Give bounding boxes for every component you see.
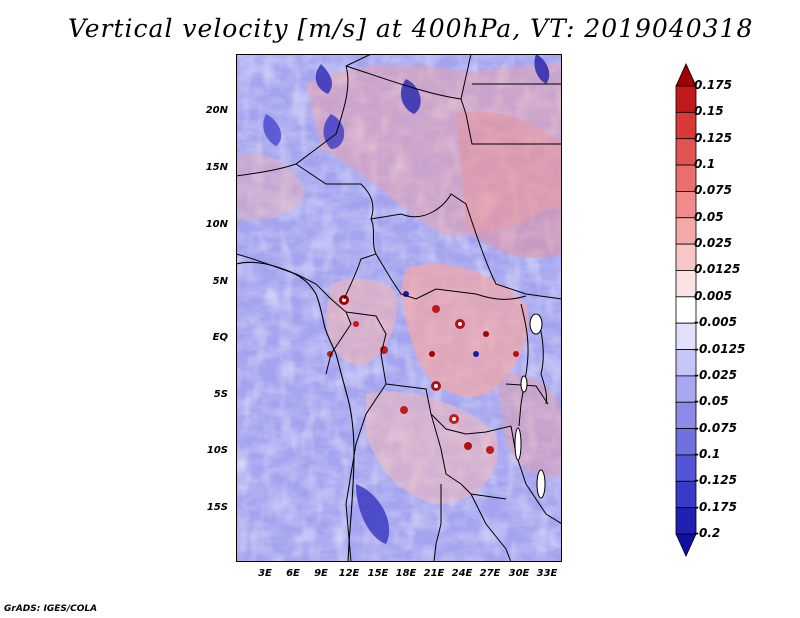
lat-label-eq: EQ	[212, 332, 228, 343]
colorbar-bin	[675, 243, 697, 271]
colorbar-bin	[675, 296, 697, 324]
colorbar-level-label: 0.15	[694, 104, 724, 119]
lon-label-30e: 30E	[508, 568, 530, 579]
colorbar-bin	[675, 85, 697, 113]
negative-streaks	[263, 54, 550, 544]
colorbar-bin	[675, 349, 697, 377]
colorbar-max-triangle	[675, 63, 697, 87]
colorbar-bin	[675, 454, 697, 482]
lon-label-6e: 6E	[286, 568, 300, 579]
lakes	[514, 313, 546, 499]
lon-label-9e: 9E	[314, 568, 328, 579]
lon-label-18e: 18E	[395, 568, 417, 579]
lat-label-10s: 10S	[206, 445, 228, 456]
colorbar-bin	[675, 164, 697, 192]
colorbar-level-label: 0.0125	[694, 262, 741, 277]
colorbar-level-label: 0.075	[694, 183, 732, 198]
lat-label-20n: 20N	[205, 105, 228, 116]
colorbar-bin	[675, 138, 697, 166]
colorbar-bin	[675, 401, 697, 429]
colorbar-min-triangle	[675, 533, 697, 557]
colorbar-bin	[675, 111, 697, 140]
colorbar-level-label: -0.075	[694, 420, 737, 435]
colorbar-level-label: 0.125	[694, 130, 732, 145]
colorbar-bin	[675, 428, 697, 456]
colorbar	[675, 63, 697, 557]
colorbar-level-label: -0.2	[694, 526, 721, 540]
lon-label-3e: 3E	[258, 568, 272, 579]
colorbar-level-label: 0.005	[694, 288, 732, 303]
map-frame	[236, 54, 562, 562]
lat-label-5n: 5N	[212, 276, 228, 287]
colorbar-level-label: 0.175	[694, 78, 732, 92]
colorbar-bin	[675, 191, 697, 219]
colorbar-bin	[675, 375, 697, 403]
positive-regions	[236, 62, 562, 504]
colorbar-level-label: -0.0125	[694, 341, 746, 356]
lon-label-15e: 15E	[367, 568, 389, 579]
colorbar-level-label: -0.025	[694, 367, 737, 382]
lon-label-12e: 12E	[338, 568, 360, 579]
colorbar-bin	[675, 270, 697, 298]
coastline	[236, 261, 355, 562]
colorbar-bin	[675, 322, 697, 350]
lon-label-24e: 24E	[451, 568, 473, 579]
colorbar-bin	[675, 217, 697, 245]
colorbar-bin	[675, 480, 697, 509]
grads-credit: GrADS: IGES/COLA	[4, 604, 98, 614]
colorbar-level-label: -0.1	[694, 446, 721, 461]
map-panel	[236, 54, 562, 562]
lon-label-21e: 21E	[423, 568, 445, 579]
colorbar-level-label: -0.125	[694, 473, 737, 488]
colorbar-level-label: -0.175	[694, 499, 737, 514]
colorbar-level-label: -0.005	[694, 315, 737, 330]
lat-label-15n: 15N	[205, 162, 228, 173]
colorbar-bin	[675, 507, 697, 535]
political-boundaries	[236, 54, 562, 562]
map-title: Vertical velocity [m/s] at 400hPa, VT: 2…	[68, 14, 754, 43]
colorbar-level-label: 0.05	[694, 209, 724, 224]
colorbar-level-label: -0.05	[694, 394, 729, 409]
lat-label-15s: 15S	[206, 502, 228, 513]
lon-label-33e: 33E	[536, 568, 558, 579]
colorbar-level-label: 0.025	[694, 236, 732, 251]
lon-label-27e: 27E	[479, 568, 501, 579]
lat-label-5s: 5S	[213, 389, 228, 400]
colorbar-level-label: 0.1	[694, 157, 716, 172]
lat-label-10n: 10N	[205, 219, 228, 230]
